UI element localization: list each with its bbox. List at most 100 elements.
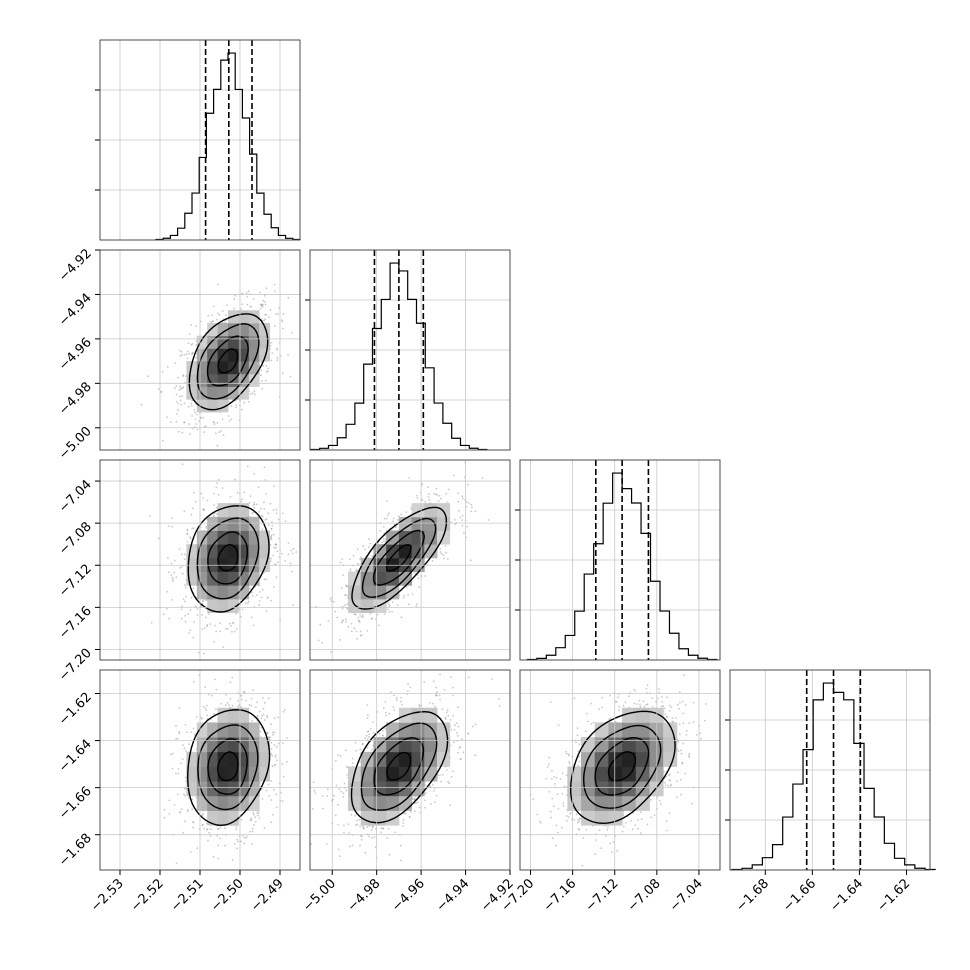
- sample-point: [345, 618, 347, 621]
- sample-point: [265, 493, 268, 495]
- sample-point: [196, 614, 199, 616]
- sample-point: [277, 561, 279, 564]
- sample-point: [259, 730, 262, 733]
- sample-point: [273, 744, 276, 746]
- sample-point: [467, 502, 470, 504]
- density-cell: [207, 795, 218, 811]
- sample-point: [455, 722, 458, 724]
- sample-point: [181, 758, 184, 761]
- sample-point: [218, 630, 221, 633]
- density-cell: [217, 322, 229, 337]
- sample-point: [445, 492, 448, 495]
- sample-point: [177, 768, 180, 770]
- sample-point: [249, 830, 252, 833]
- sample-point: [240, 706, 243, 708]
- sample-point: [273, 485, 275, 487]
- sample-point: [347, 626, 350, 628]
- sample-point: [235, 612, 238, 615]
- sample-point: [264, 479, 267, 481]
- sample-point: [207, 839, 209, 842]
- sample-point: [217, 283, 219, 286]
- sample-point: [181, 572, 184, 575]
- sample-point: [272, 554, 275, 557]
- sample-point: [417, 577, 420, 580]
- density-cell: [186, 361, 198, 375]
- sample-point: [263, 501, 265, 504]
- sample-point: [224, 844, 227, 847]
- sample-point: [370, 836, 373, 839]
- sample-point: [274, 543, 277, 545]
- sample-point: [263, 827, 266, 830]
- sample-point: [321, 641, 323, 644]
- sample-point: [192, 587, 195, 590]
- sample-point: [392, 517, 395, 520]
- sample-point: [427, 496, 430, 498]
- sample-point: [176, 413, 178, 415]
- density-cell: [437, 530, 451, 545]
- sample-point: [335, 784, 338, 787]
- sample-point: [428, 493, 430, 496]
- sample-point: [257, 814, 259, 817]
- sample-point: [210, 694, 213, 697]
- sample-point: [251, 591, 253, 594]
- sample-point: [226, 701, 229, 704]
- sample-point: [186, 731, 188, 734]
- sample-point: [241, 608, 244, 611]
- sample-point: [391, 601, 394, 603]
- sample-point: [271, 524, 274, 527]
- sample-point: [276, 356, 279, 359]
- sample-point: [219, 622, 221, 624]
- sample-point: [251, 827, 254, 830]
- sample-point: [381, 541, 383, 543]
- sample-point: [209, 835, 212, 837]
- sample-point: [236, 847, 239, 850]
- sample-point: [449, 804, 451, 807]
- sample-point: [250, 616, 253, 619]
- sample-point: [270, 342, 273, 344]
- sample-point: [180, 608, 183, 611]
- sample-point: [263, 701, 266, 704]
- sample-point: [216, 421, 219, 424]
- sample-point: [346, 585, 348, 588]
- sample-point: [448, 782, 451, 785]
- sample-point: [265, 287, 268, 290]
- sample-point: [350, 622, 353, 625]
- sample-point: [179, 811, 182, 814]
- sample-point: [249, 587, 252, 590]
- sample-point: [237, 705, 240, 708]
- sample-point: [250, 704, 253, 707]
- sample-point: [392, 694, 395, 697]
- sample-point: [275, 759, 278, 762]
- sample-point: [282, 742, 284, 744]
- sample-point: [250, 305, 252, 308]
- histogram-panel-2: [515, 460, 720, 661]
- sample-point: [224, 321, 227, 324]
- sample-point: [221, 310, 224, 312]
- sample-point: [233, 298, 236, 300]
- sample-point: [260, 717, 263, 720]
- sample-point: [282, 775, 285, 778]
- sample-point: [267, 512, 270, 515]
- density-cell: [228, 335, 239, 349]
- sample-point: [194, 500, 197, 503]
- sample-point: [261, 380, 263, 382]
- sample-point: [187, 613, 190, 615]
- sample-point: [267, 697, 270, 700]
- sample-point: [350, 630, 353, 633]
- sample-point: [266, 732, 268, 735]
- sample-point: [186, 528, 189, 531]
- sample-point: [187, 810, 189, 813]
- sample-point: [273, 717, 276, 720]
- sample-point: [253, 824, 255, 826]
- sample-point: [353, 613, 356, 616]
- sample-point: [191, 352, 194, 354]
- sample-point: [461, 495, 464, 498]
- sample-point: [253, 473, 256, 475]
- sample-point: [195, 413, 198, 416]
- density-cell: [238, 348, 250, 362]
- sample-point: [222, 434, 225, 436]
- sample-point: [452, 474, 455, 477]
- sample-point: [231, 858, 234, 861]
- sample-point: [282, 312, 285, 315]
- sample-point: [334, 610, 337, 613]
